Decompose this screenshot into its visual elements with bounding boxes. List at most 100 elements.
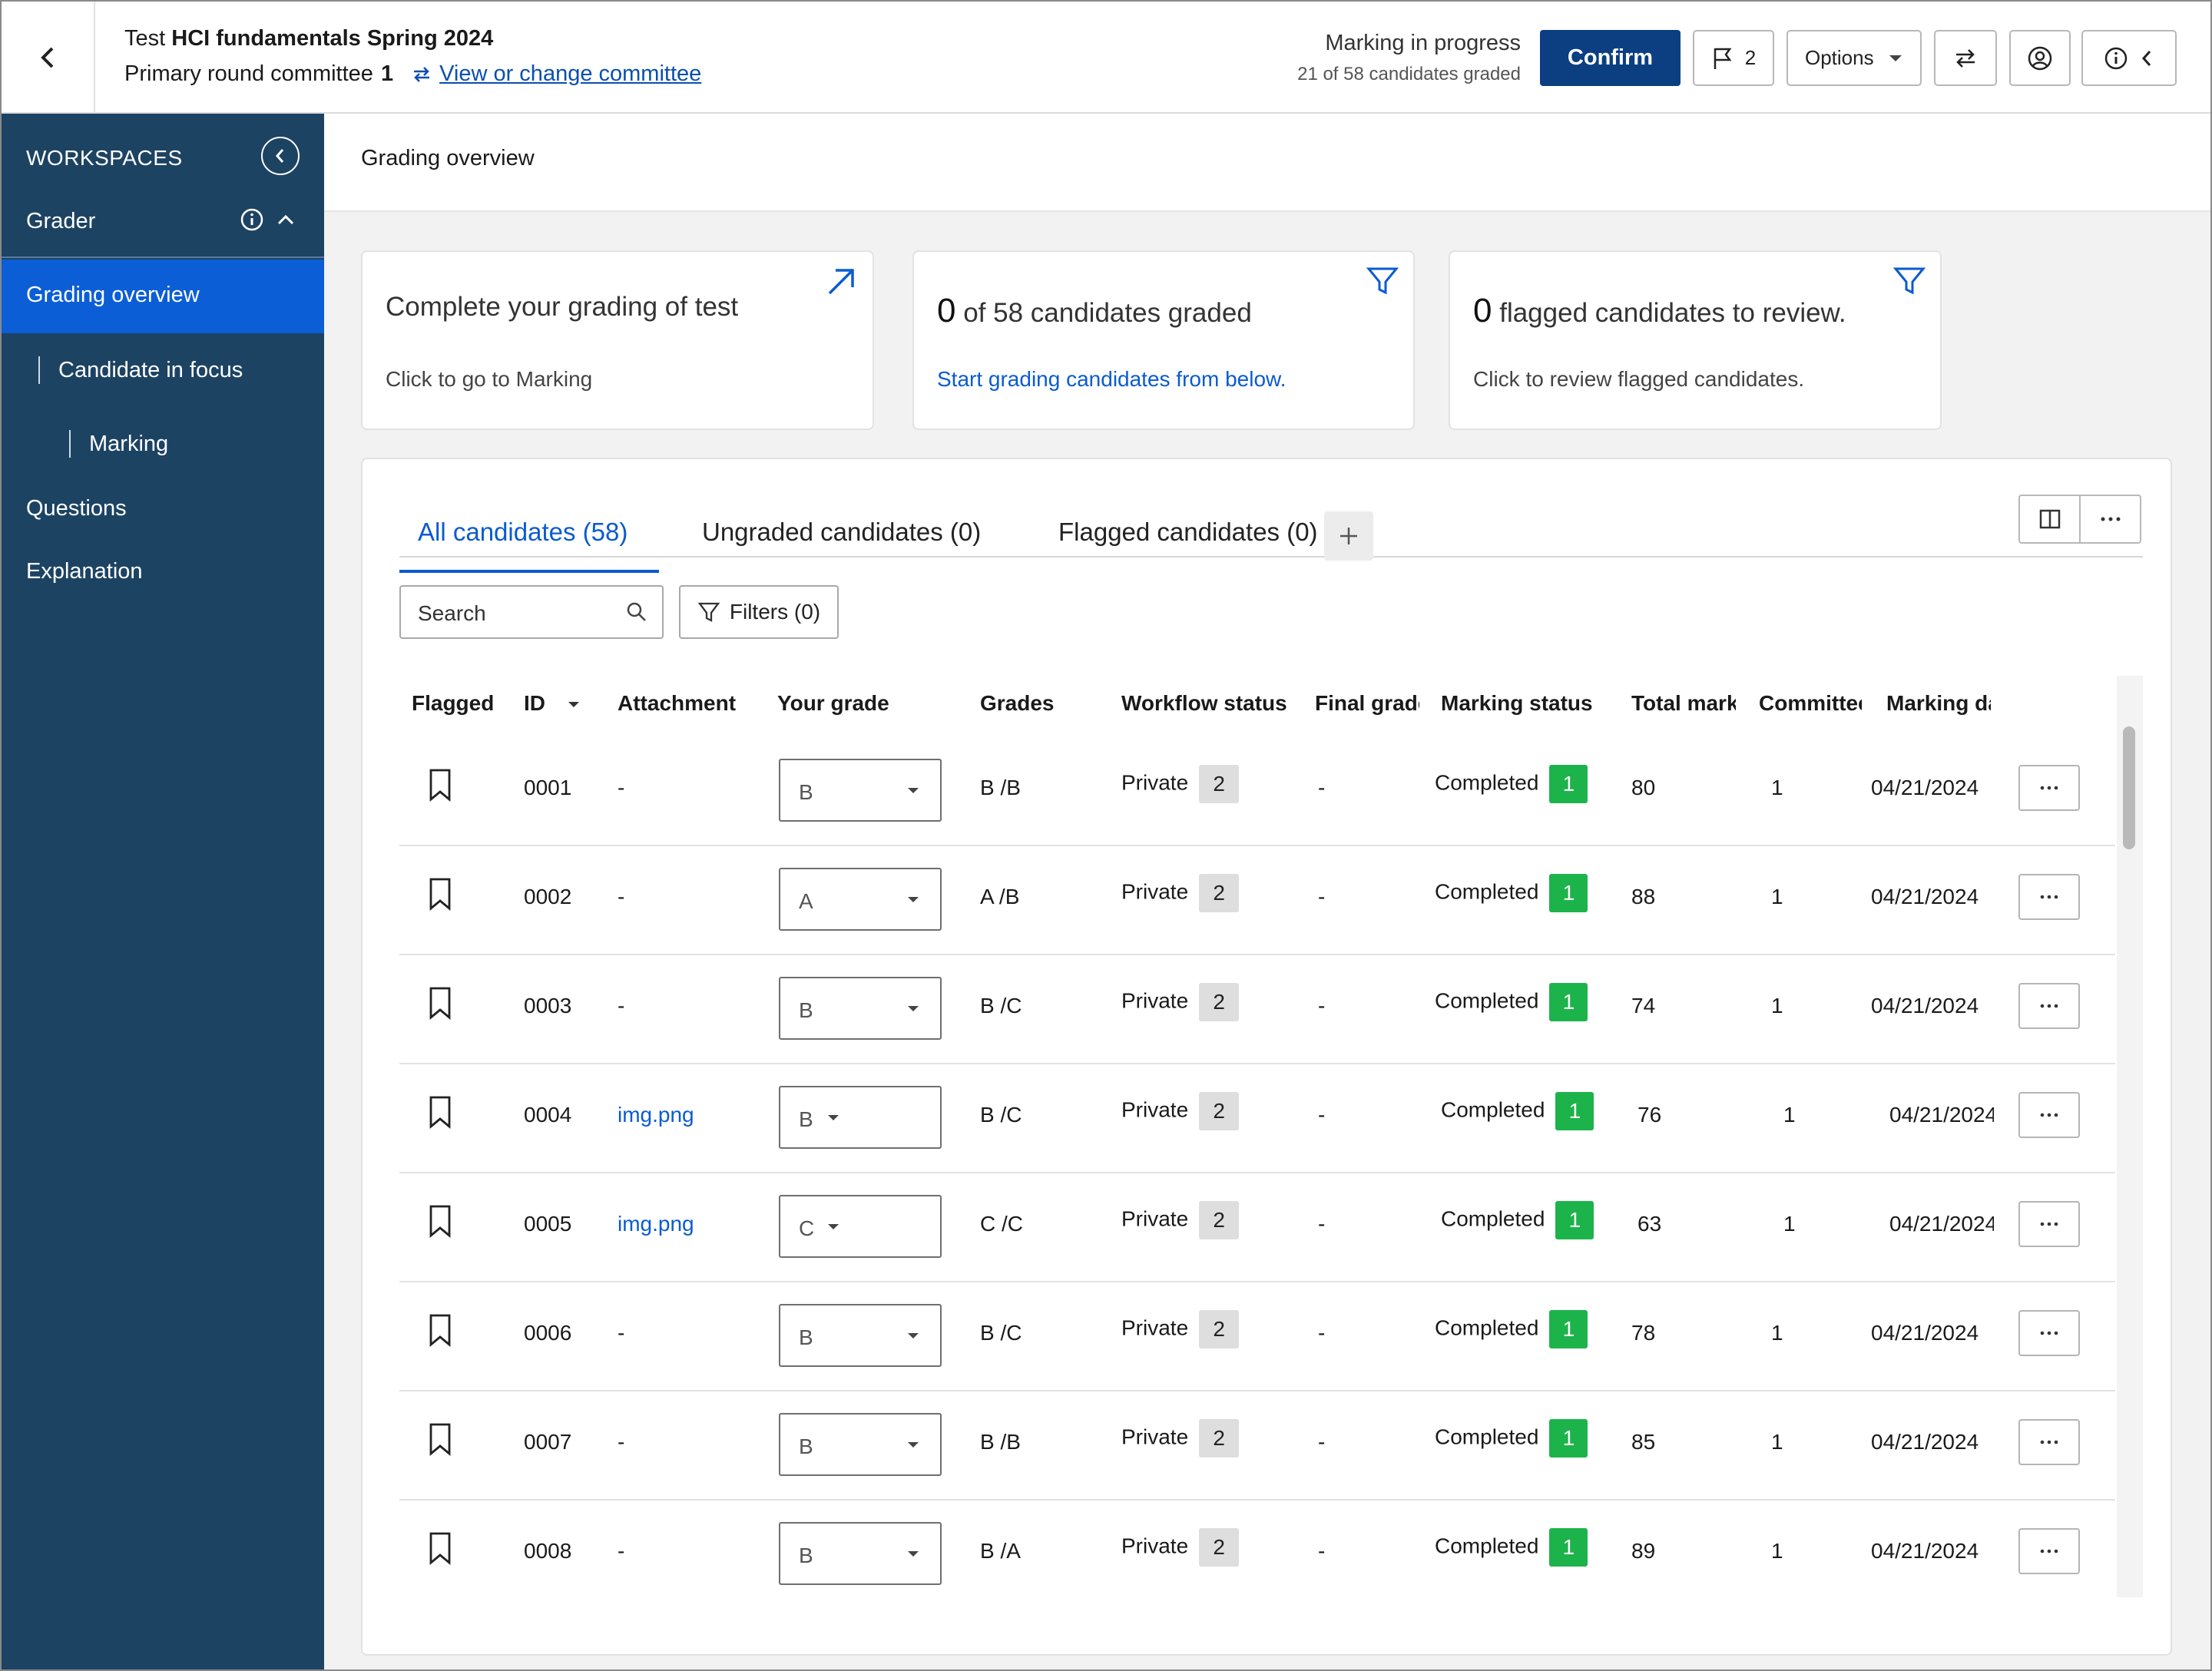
tab-ungraded-candidates[interactable]: Ungraded candidates (0) [702,518,982,546]
column-header-workflow-status[interactable]: Workflow status [1121,691,1287,715]
scrollbar-thumb[interactable] [2123,726,2135,849]
total-marks-cell: 80 [1631,776,1656,799]
tab-all-candidates[interactable]: All candidates (58) [399,518,659,573]
column-header-marking-status[interactable]: Marking status [1441,691,1593,715]
sidebar-item-explanation[interactable]: Explanation [2,542,324,604]
marking-status-cell: Completed 1 [1435,1310,1588,1348]
column-header-grades[interactable]: Grades [980,691,1055,715]
chevron-up-icon[interactable] [276,213,295,227]
grades-cell: A /B [980,885,1020,908]
confirm-button[interactable]: Confirm [1540,30,1681,86]
column-header-flagged[interactable]: Flagged [412,691,495,715]
column-header-your-grade[interactable]: Your grade [777,691,889,715]
bookmark-button[interactable] [427,1531,458,1570]
info-panel-button[interactable] [2081,30,2177,86]
swap-view-button[interactable] [1934,30,1997,86]
column-layout-button[interactable] [2020,496,2081,542]
test-name: HCI fundamentals Spring 2024 [171,26,494,51]
bookmark-button[interactable] [427,1095,458,1133]
row-actions-button[interactable] [2018,765,2080,811]
start-grading-link[interactable]: Start grading candidates from below. [937,367,1286,391]
row-actions-button[interactable] [2018,1310,2080,1356]
bookmark-button[interactable] [427,1204,458,1242]
selected-grade: A [799,889,813,913]
row-actions-button[interactable] [2018,874,2080,920]
add-tab-button[interactable] [1324,511,1373,561]
row-actions-button[interactable] [2018,1092,2080,1138]
table-row[interactable]: 0005 img.png C C /C Private 2 - Completed… [399,1173,2115,1282]
final-grade-cell: - [1318,1103,1326,1127]
row-actions-button[interactable] [2018,983,2080,1029]
info-icon[interactable] [240,207,264,232]
marking-card[interactable]: Complete your grading of test Click to g… [361,250,874,430]
workflow-count-badge: 2 [1199,874,1240,912]
marking-count-badge: 1 [1555,1201,1594,1239]
your-grade-select[interactable]: C [779,1195,942,1258]
marking-date-cell: 04/21/2024 [1871,1321,1979,1345]
marking-date-cell: 04/21/2024 [1871,885,1979,908]
indent-bar [69,430,71,458]
workflow-status-text: Private [1121,988,1189,1013]
marking-count-badge: 1 [1549,874,1588,912]
marking-date-cell: 04/21/2024 [1889,1212,1994,1236]
table-row[interactable]: 0003 - B B /C Private 2 - Completed 1 74 1… [399,955,2115,1064]
filter-icon[interactable] [1892,264,1926,298]
table-row[interactable]: 0008 - B B /A Private 2 - Completed 1 89 1… [399,1501,2115,1597]
options-dropdown[interactable]: Options [1786,30,1922,86]
workflow-count-badge: 2 [1199,1528,1240,1567]
graded-card[interactable]: 0 of 58 candidates graded Start grading … [912,250,1415,430]
filter-icon[interactable] [1366,264,1399,298]
selected-grade: B [799,1325,813,1349]
sidebar-item-grading-overview[interactable]: Grading overview [2,260,324,333]
flagged-card[interactable]: 0 flagged candidates to review. Click to… [1449,250,1942,430]
table-row[interactable]: 0002 - A A /B Private 2 - Completed 1 88 1… [399,846,2115,955]
tab-flagged-candidates[interactable]: Flagged candidates (0) [1058,518,1318,546]
sidebar-item-candidate-in-focus[interactable]: Candidate in focus [2,336,324,405]
column-header-attachment[interactable]: Attachment [618,691,737,715]
final-grade-cell: - [1318,994,1326,1017]
profile-button[interactable] [2009,30,2071,86]
row-actions-button[interactable] [2018,1201,2080,1247]
sidebar-item-questions[interactable]: Questions [2,479,324,541]
marking-count-badge: 1 [1549,765,1588,803]
your-grade-select[interactable]: B [779,977,942,1040]
table-row[interactable]: 0001 - B B /B Private 2 - Completed 1 80 1… [399,737,2115,846]
table-row[interactable]: 0006 - B B /C Private 2 - Completed 1 78 1… [399,1282,2115,1391]
sidebar-item-marking[interactable]: Marking [2,410,324,479]
column-header-marking-date[interactable]: Marking date [1886,691,1991,715]
back-button[interactable] [2,2,95,114]
filters-button[interactable]: Filters (0) [679,585,839,639]
grader-section-header[interactable]: Grader [2,187,324,258]
search-input[interactable]: Search [399,585,664,639]
bookmark-button[interactable] [427,986,458,1024]
table-row[interactable]: 0004 img.png B B /C Private 2 - Completed… [399,1064,2115,1173]
row-actions-button[interactable] [2018,1528,2080,1574]
row-actions-button[interactable] [2018,1419,2080,1465]
your-grade-select[interactable]: B [779,1522,942,1585]
attachment-link[interactable]: img.png [618,1212,694,1236]
change-committee-link[interactable]: View or change committee [439,61,702,86]
your-grade-select[interactable]: B [779,759,942,822]
workflow-status-text: Private [1121,1424,1189,1449]
bookmark-button[interactable] [427,1422,458,1461]
column-header-total-marks[interactable]: Total marks [1631,691,1736,715]
sort-desc-icon [568,702,579,708]
column-header-final-grade[interactable]: Final grade [1315,691,1419,715]
collapse-sidebar-button[interactable] [261,137,300,175]
table-row[interactable]: 0007 - B B /B Private 2 - Completed 1 85 1… [399,1391,2115,1501]
more-options-button[interactable] [2081,496,2140,542]
flag-count-button[interactable]: 2 [1693,30,1774,86]
your-grade-select[interactable]: B [779,1304,942,1367]
your-grade-select[interactable]: B [779,1413,942,1476]
bookmark-icon [429,987,451,1020]
column-header-committee[interactable]: Committee [1759,691,1862,715]
vertical-scrollbar[interactable] [2117,676,2143,1597]
your-grade-select[interactable]: B [779,1086,942,1149]
attachment-link[interactable]: img.png [618,1103,694,1127]
column-header-id[interactable]: ID [524,691,579,716]
bookmark-button[interactable] [427,1313,458,1352]
workflow-status-text: Private [1121,770,1189,795]
bookmark-button[interactable] [427,768,458,806]
bookmark-button[interactable] [427,877,458,915]
your-grade-select[interactable]: A [779,868,942,931]
